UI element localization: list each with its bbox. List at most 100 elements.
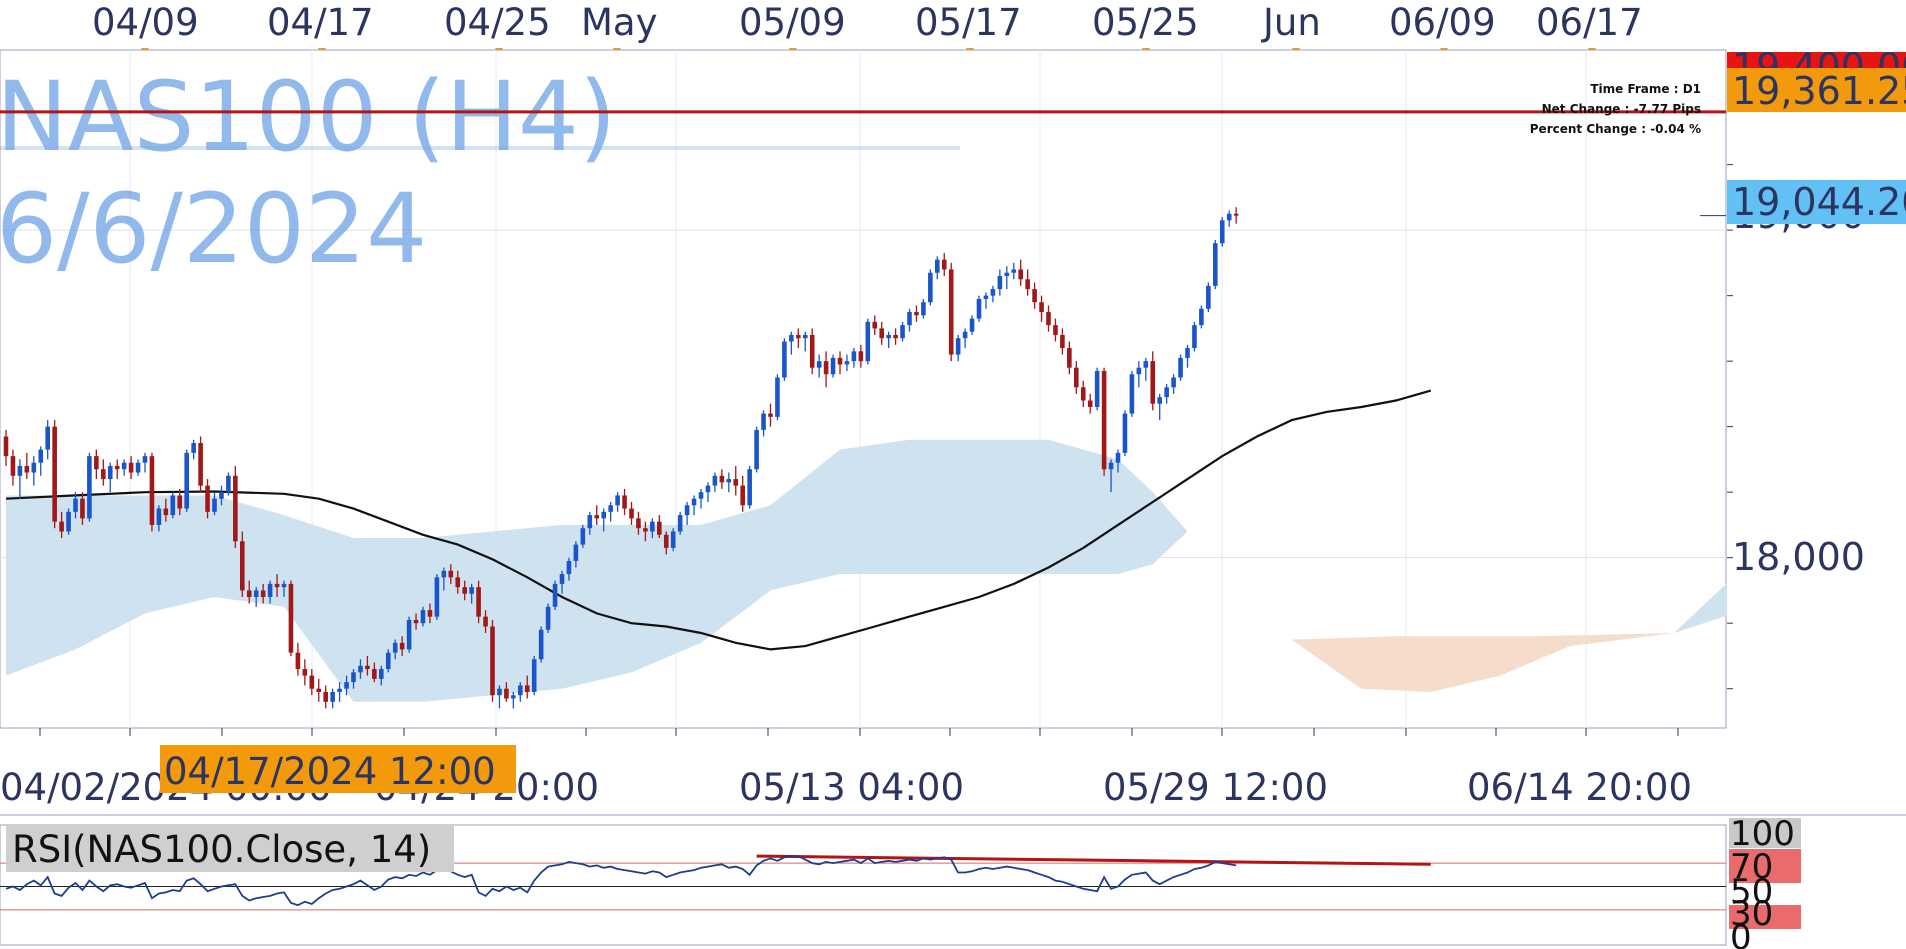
candle-body [1053, 325, 1058, 335]
candle-body [38, 449, 44, 463]
candle-body [545, 606, 551, 630]
candle-body [976, 298, 982, 319]
top-date-label: 04/09 [92, 1, 199, 44]
candle-body [768, 413, 773, 417]
candle-body [163, 508, 169, 516]
candle-body [1094, 370, 1100, 408]
candle-body [650, 521, 655, 532]
candle-body [1004, 272, 1010, 276]
candle-body [434, 577, 440, 617]
candle-body [205, 485, 210, 512]
candle-body [1219, 220, 1225, 244]
candle-body [504, 688, 509, 699]
candle-body [1080, 387, 1086, 401]
top-date-label: 05/17 [915, 1, 1022, 44]
rsi-30-badge [1729, 905, 1801, 929]
candle-body [267, 583, 273, 597]
rsi-panel: RSI(NAS100.Close, 14) 100 70 50 30 0 [0, 814, 1906, 949]
candle-body [441, 570, 447, 578]
candle-body [518, 685, 523, 696]
candle-body [928, 272, 933, 303]
candle-body [1101, 370, 1107, 470]
candle-body [775, 377, 780, 417]
candle-body [240, 541, 245, 591]
candle-body [497, 688, 502, 696]
candle-body [372, 669, 377, 679]
candle-body [872, 321, 878, 329]
candle-body [1108, 462, 1114, 470]
candle-body [351, 672, 356, 683]
candle-body [636, 518, 641, 529]
candle-body [212, 498, 217, 512]
candle-body [789, 334, 794, 342]
candle-body [1226, 213, 1232, 221]
top-date-label: 06/09 [1389, 1, 1496, 44]
candle-body [1150, 361, 1156, 404]
candle-body [941, 259, 947, 270]
candle-body [476, 587, 481, 617]
candle-body [330, 691, 335, 702]
net-change-text: Net Change : -7.77 Pips [1542, 102, 1701, 116]
candle-body [94, 456, 99, 470]
candle-body [1032, 289, 1037, 303]
candle-body [288, 583, 294, 653]
top-date-label: May [581, 1, 658, 44]
candle-body [52, 426, 57, 522]
candle-body [809, 334, 815, 368]
candle-body [337, 688, 342, 692]
resistance-price-badge [1727, 68, 1906, 112]
candle-body [483, 616, 488, 627]
candle-body [170, 495, 176, 516]
candle-body [726, 479, 732, 483]
candle-body [233, 475, 238, 542]
rsi-70-badge [1729, 849, 1801, 883]
candle-body [1067, 348, 1072, 368]
candle-body [344, 682, 349, 689]
bottom-date-ticks [39, 728, 1679, 736]
candle-body [1178, 357, 1183, 378]
candle-body [907, 312, 912, 326]
candle-body [490, 626, 495, 696]
candle-body [900, 325, 905, 339]
candle-body [719, 475, 725, 483]
candle-body [17, 465, 23, 476]
candle-body [677, 515, 683, 532]
candle-body [316, 688, 322, 692]
candle-body [1157, 397, 1162, 404]
candle-body [219, 492, 224, 499]
top-date-axis: 04/09 04/17 04/25 May 05/09 05/17 05/25 … [92, 1, 1643, 44]
candle-body [184, 452, 189, 509]
candle-body [643, 528, 648, 532]
candle-body [281, 583, 287, 588]
top-date-label: Jun [1261, 1, 1321, 44]
candle-body [1171, 377, 1176, 388]
candle-body [657, 521, 662, 535]
candle-body [851, 351, 857, 362]
candle-body [796, 334, 801, 339]
current-price-label: 19,044.20 [1732, 180, 1906, 224]
candle-body [246, 590, 252, 597]
rsi-level-70: 70 [1730, 847, 1773, 887]
candle-body [1192, 325, 1197, 349]
candlesticks [3, 207, 1239, 709]
candle-body [1129, 374, 1135, 414]
rsi-100-badge [1729, 818, 1801, 848]
candle-body [45, 426, 50, 450]
candle-body [80, 498, 85, 519]
main-plot-frame [0, 49, 1727, 729]
candle-body [358, 665, 363, 673]
candle-body [559, 574, 565, 584]
candle-body [1025, 279, 1030, 290]
candle-body [670, 531, 676, 548]
percent-change-text: Percent Change : -0.04 % [1530, 122, 1701, 136]
candle-body [608, 505, 613, 512]
candle-body [552, 583, 558, 607]
top-date-label: 04/17 [267, 1, 374, 44]
candle-body [295, 652, 301, 670]
candle-body [1060, 334, 1065, 349]
candle-body [573, 544, 579, 561]
candle-body [323, 691, 328, 702]
crosshair-date-badge[interactable]: 04/17/2024 12:00 [160, 745, 516, 793]
candle-body [580, 528, 586, 545]
